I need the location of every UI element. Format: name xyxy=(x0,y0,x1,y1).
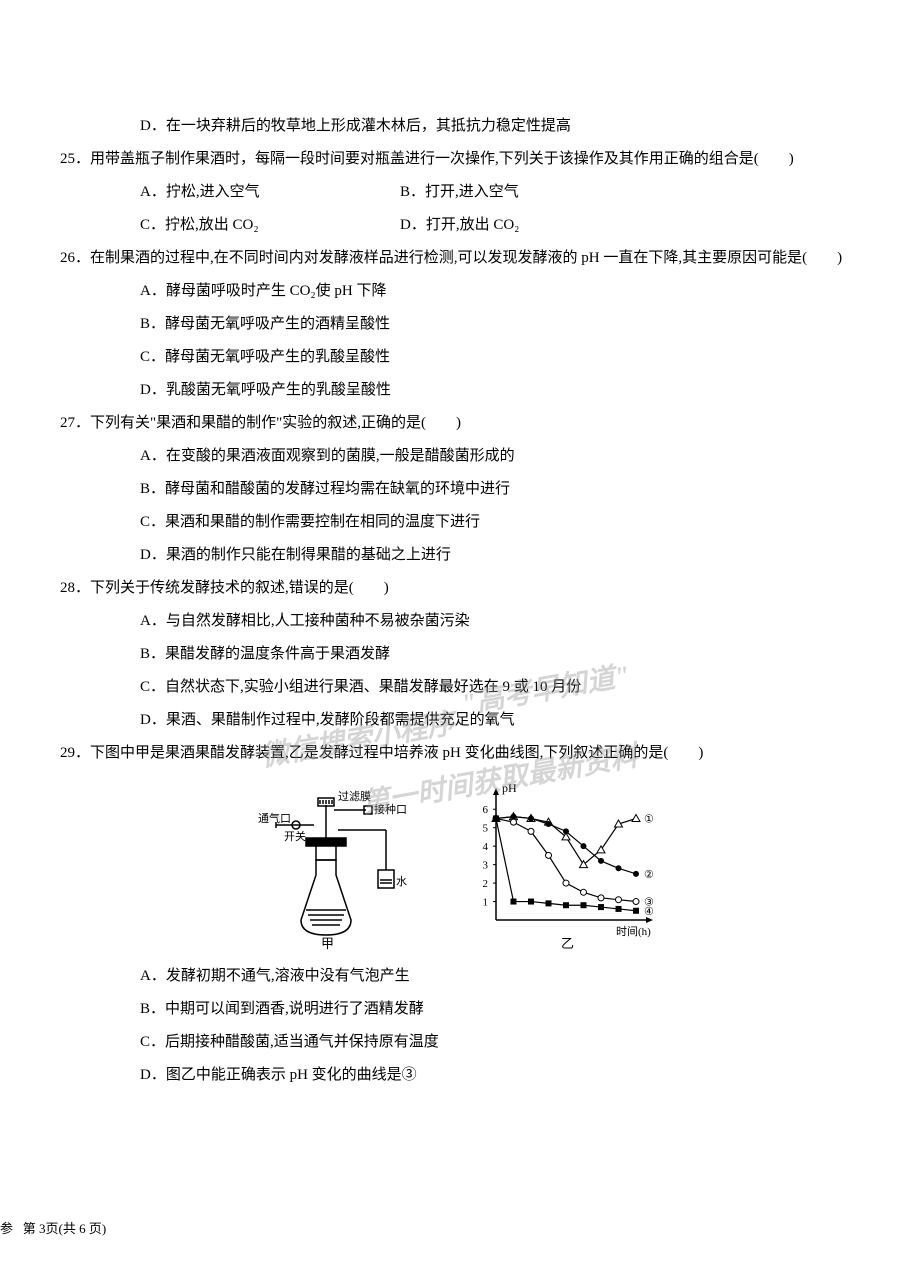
q29-option-d: D．图乙中能正确表示 pH 变化的曲线是③ xyxy=(60,1059,861,1092)
q29-option-b: B．中期可以闻到酒香,说明进行了酒精发酵 xyxy=(60,993,861,1026)
question-27: 27．下列有关"果酒和果醋的制作"实验的叙述,正确的是( ) A．在变酸的果酒液… xyxy=(60,407,861,572)
q27-option-c: C．果酒和果醋的制作需要控制在相同的温度下进行 xyxy=(60,506,861,539)
question-28: 28．下列关于传统发酵技术的叙述,错误的是( ) A．与自然发酵相比,人工接种菌… xyxy=(60,572,861,737)
q25-option-d: D．打开,放出 CO₂ xyxy=(400,209,660,242)
q27-option-d: D．果酒的制作只能在制得果醋的基础之上进行 xyxy=(60,539,861,572)
label-jia: 甲 xyxy=(321,936,334,950)
svg-text:pH: pH xyxy=(502,781,517,795)
svg-text:④: ④ xyxy=(644,906,654,918)
q25-option-c: C．拧松,放出 CO₂ xyxy=(140,209,400,242)
svg-text:1: 1 xyxy=(482,897,488,909)
question-26: 26．在制果酒的过程中,在不同时间内对发酵液样品进行检测,可以发现发酵液的 pH… xyxy=(60,242,861,407)
svg-text:5: 5 xyxy=(482,823,488,835)
q28-option-d: D．果酒、果醋制作过程中,发酵阶段都需提供充足的氧气 xyxy=(60,704,861,737)
footer-prefix: 参 xyxy=(0,1221,13,1236)
question-29: 29．下图中甲是果酒果醋发酵装置,乙是发酵过程中培养液 pH 变化曲线图,下列叙… xyxy=(60,737,861,1092)
q27-option-b: B．酵母菌和醋酸菌的发酵过程均需在缺氧的环境中进行 xyxy=(60,473,861,506)
label-water: 水 xyxy=(396,875,407,888)
q27-text: 27．下列有关"果酒和果醋的制作"实验的叙述,正确的是( ) xyxy=(60,407,861,440)
q28-option-c: C．自然状态下,实验小组进行果酒、果醋发酵最好选在 9 或 10 月份 xyxy=(60,671,861,704)
svg-text:乙: 乙 xyxy=(561,936,574,950)
label-air: 通气口 xyxy=(258,811,291,825)
footer-page: 第 3页(共 6 页) xyxy=(23,1221,106,1236)
figure-container: 过滤膜 接种口 通气口 开关 水 甲 123456pH时间(h)乙①②③④ xyxy=(60,780,861,950)
q26-option-b: B．酵母菌无氧呼吸产生的酒精呈酸性 xyxy=(60,308,861,341)
q29-option-a: A．发酵初期不通气,溶液中没有气泡产生 xyxy=(60,960,861,993)
q28-option-a: A．与自然发酵相比,人工接种菌种不易被杂菌污染 xyxy=(60,605,861,638)
q26-option-d: D．乳酸菌无氧呼吸产生的乳酸呈酸性 xyxy=(60,374,861,407)
q27-option-a: A．在变酸的果酒液面观察到的菌膜,一般是醋酸菌形成的 xyxy=(60,440,861,473)
svg-text:2: 2 xyxy=(482,878,488,890)
question-25: 25．用带盖瓶子制作果酒时，每隔一段时间要对瓶盖进行一次操作,下列关于该操作及其… xyxy=(60,143,861,242)
svg-text:3: 3 xyxy=(482,860,488,872)
apparatus-diagram: 过滤膜 接种口 通气口 开关 水 甲 xyxy=(256,780,436,950)
page-footer: 参 第 3页(共 6 页) xyxy=(0,1215,106,1244)
q25-option-a: A．拧松,进入空气 xyxy=(140,176,400,209)
q25-option-b: B．打开,进入空气 xyxy=(400,176,660,209)
q26-option-a: A．酵母菌呼吸时产生 CO₂使 pH 下降 xyxy=(60,275,861,308)
label-filter: 过滤膜 xyxy=(338,790,371,803)
ph-chart: 123456pH时间(h)乙①②③④ xyxy=(466,780,666,950)
q24-option-d: D．在一块弃耕后的牧草地上形成灌木林后，其抵抗力稳定性提高 xyxy=(60,110,861,143)
label-inoculate: 接种口 xyxy=(374,802,407,816)
svg-text:②: ② xyxy=(644,869,654,881)
svg-text:①: ① xyxy=(644,813,654,825)
q28-text: 28．下列关于传统发酵技术的叙述,错误的是( ) xyxy=(60,572,861,605)
svg-text:时间(h): 时间(h) xyxy=(616,925,651,938)
q29-option-c: C．后期接种醋酸菌,适当通气并保持原有温度 xyxy=(60,1026,861,1059)
q26-text: 26．在制果酒的过程中,在不同时间内对发酵液样品进行检测,可以发现发酵液的 pH… xyxy=(60,242,861,275)
q26-option-c: C．酵母菌无氧呼吸产生的乳酸呈酸性 xyxy=(60,341,861,374)
q25-text: 25．用带盖瓶子制作果酒时，每隔一段时间要对瓶盖进行一次操作,下列关于该操作及其… xyxy=(60,143,861,176)
svg-text:6: 6 xyxy=(482,804,488,816)
label-switch: 开关 xyxy=(284,829,306,843)
q29-text: 29．下图中甲是果酒果醋发酵装置,乙是发酵过程中培养液 pH 变化曲线图,下列叙… xyxy=(60,737,861,770)
svg-text:4: 4 xyxy=(482,841,488,853)
q28-option-b: B．果醋发酵的温度条件高于果酒发酵 xyxy=(60,638,861,671)
